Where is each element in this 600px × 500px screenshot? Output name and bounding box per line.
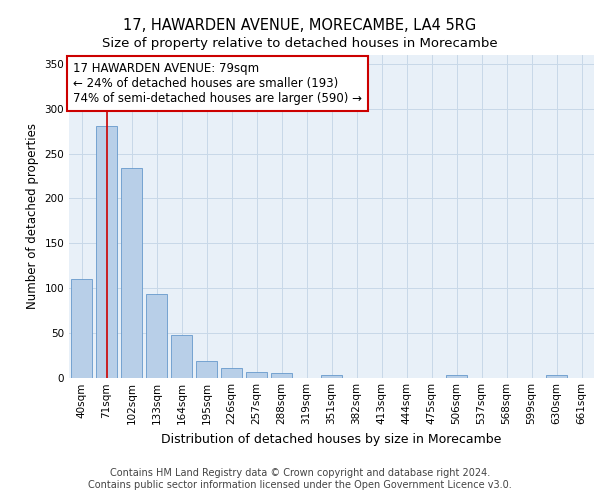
Bar [146,294,167,378]
Text: Contains HM Land Registry data © Crown copyright and database right 2024.
Contai: Contains HM Land Registry data © Crown c… [88,468,512,490]
Bar [446,375,467,378]
Bar [221,368,242,378]
Bar [246,372,267,378]
Y-axis label: Number of detached properties: Number of detached properties [26,123,39,309]
Bar [96,126,117,378]
Bar [271,373,292,378]
Bar [121,168,142,378]
Text: Size of property relative to detached houses in Morecambe: Size of property relative to detached ho… [102,38,498,51]
Text: 17, HAWARDEN AVENUE, MORECAMBE, LA4 5RG: 17, HAWARDEN AVENUE, MORECAMBE, LA4 5RG [124,18,476,32]
Bar [546,375,567,378]
Bar [196,362,217,378]
Bar [321,375,342,378]
Text: 17 HAWARDEN AVENUE: 79sqm
← 24% of detached houses are smaller (193)
74% of semi: 17 HAWARDEN AVENUE: 79sqm ← 24% of detac… [73,62,362,105]
X-axis label: Distribution of detached houses by size in Morecambe: Distribution of detached houses by size … [161,433,502,446]
Bar [71,279,92,378]
Bar [171,334,192,378]
